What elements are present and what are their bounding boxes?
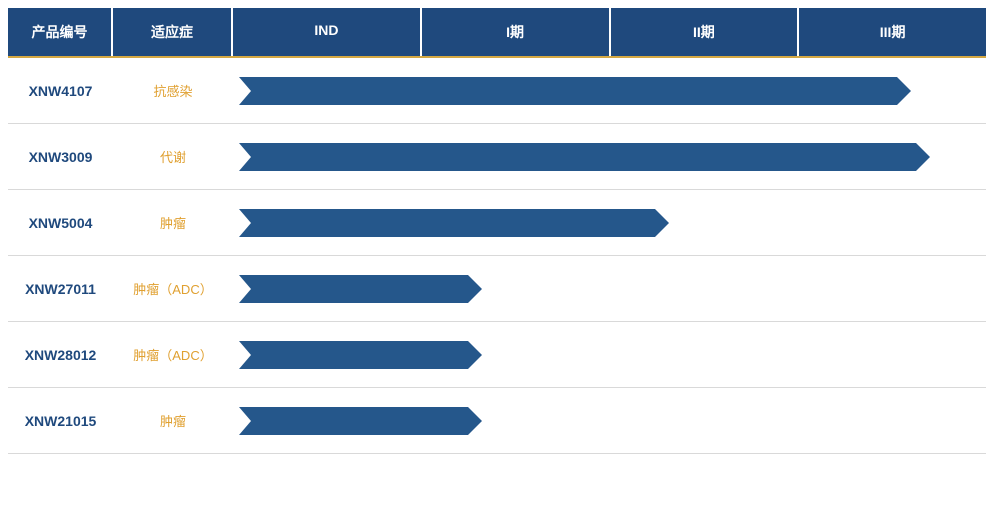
arrow-notch-icon bbox=[239, 275, 253, 303]
arrow-notch-icon bbox=[239, 407, 253, 435]
progress-track bbox=[239, 209, 986, 237]
header-phase-3: III期 bbox=[799, 8, 986, 56]
indication-label: 肿瘤（ADC） bbox=[113, 345, 233, 364]
table-row: XNW27011肿瘤（ADC） bbox=[8, 256, 986, 322]
progress-track bbox=[239, 275, 986, 303]
indication-label: 肿瘤 bbox=[113, 213, 233, 232]
header-code: 产品编号 bbox=[8, 8, 113, 56]
indication-label: 肿瘤 bbox=[113, 411, 233, 430]
arrow-tip-icon bbox=[468, 407, 482, 435]
progress-track bbox=[239, 143, 986, 171]
product-code: XNW5004 bbox=[8, 215, 113, 231]
arrow-notch-icon bbox=[239, 77, 253, 105]
header-indication: 适应症 bbox=[113, 8, 233, 56]
product-code: XNW28012 bbox=[8, 347, 113, 363]
progress-arrow bbox=[239, 341, 482, 369]
pipeline-chart: 产品编号 适应症 IND I期 II期 III期 XNW4107抗感染XNW30… bbox=[8, 8, 986, 454]
arrow-body bbox=[253, 407, 468, 435]
indication-label: 代谢 bbox=[113, 147, 233, 166]
table-row: XNW4107抗感染 bbox=[8, 58, 986, 124]
progress-arrow bbox=[239, 209, 669, 237]
table-row: XNW3009代谢 bbox=[8, 124, 986, 190]
arrow-tip-icon bbox=[897, 77, 911, 105]
product-code: XNW27011 bbox=[8, 281, 113, 297]
progress-track bbox=[239, 407, 986, 435]
rows-container: XNW4107抗感染XNW3009代谢XNW5004肿瘤XNW27011肿瘤（A… bbox=[8, 58, 986, 454]
table-row: XNW5004肿瘤 bbox=[8, 190, 986, 256]
indication-label: 抗感染 bbox=[113, 81, 233, 100]
progress-arrow bbox=[239, 77, 911, 105]
progress-arrow bbox=[239, 143, 930, 171]
table-row: XNW21015肿瘤 bbox=[8, 388, 986, 454]
arrow-notch-icon bbox=[239, 341, 253, 369]
arrow-body bbox=[253, 77, 897, 105]
arrow-notch-icon bbox=[239, 209, 253, 237]
product-code: XNW21015 bbox=[8, 413, 113, 429]
progress-arrow bbox=[239, 275, 482, 303]
arrow-body bbox=[253, 341, 468, 369]
arrow-body bbox=[253, 275, 468, 303]
arrow-body bbox=[253, 143, 916, 171]
arrow-tip-icon bbox=[916, 143, 930, 171]
table-row: XNW28012肿瘤（ADC） bbox=[8, 322, 986, 388]
arrow-tip-icon bbox=[468, 275, 482, 303]
header-phase-2: II期 bbox=[611, 8, 800, 56]
header-row: 产品编号 适应症 IND I期 II期 III期 bbox=[8, 8, 986, 58]
arrow-body bbox=[253, 209, 655, 237]
indication-label: 肿瘤（ADC） bbox=[113, 279, 233, 298]
arrow-notch-icon bbox=[239, 143, 253, 171]
header-phase-ind: IND bbox=[233, 8, 422, 56]
progress-arrow bbox=[239, 407, 482, 435]
progress-track bbox=[239, 77, 986, 105]
product-code: XNW4107 bbox=[8, 83, 113, 99]
header-phase-1: I期 bbox=[422, 8, 611, 56]
arrow-tip-icon bbox=[655, 209, 669, 237]
arrow-tip-icon bbox=[468, 341, 482, 369]
product-code: XNW3009 bbox=[8, 149, 113, 165]
progress-track bbox=[239, 341, 986, 369]
